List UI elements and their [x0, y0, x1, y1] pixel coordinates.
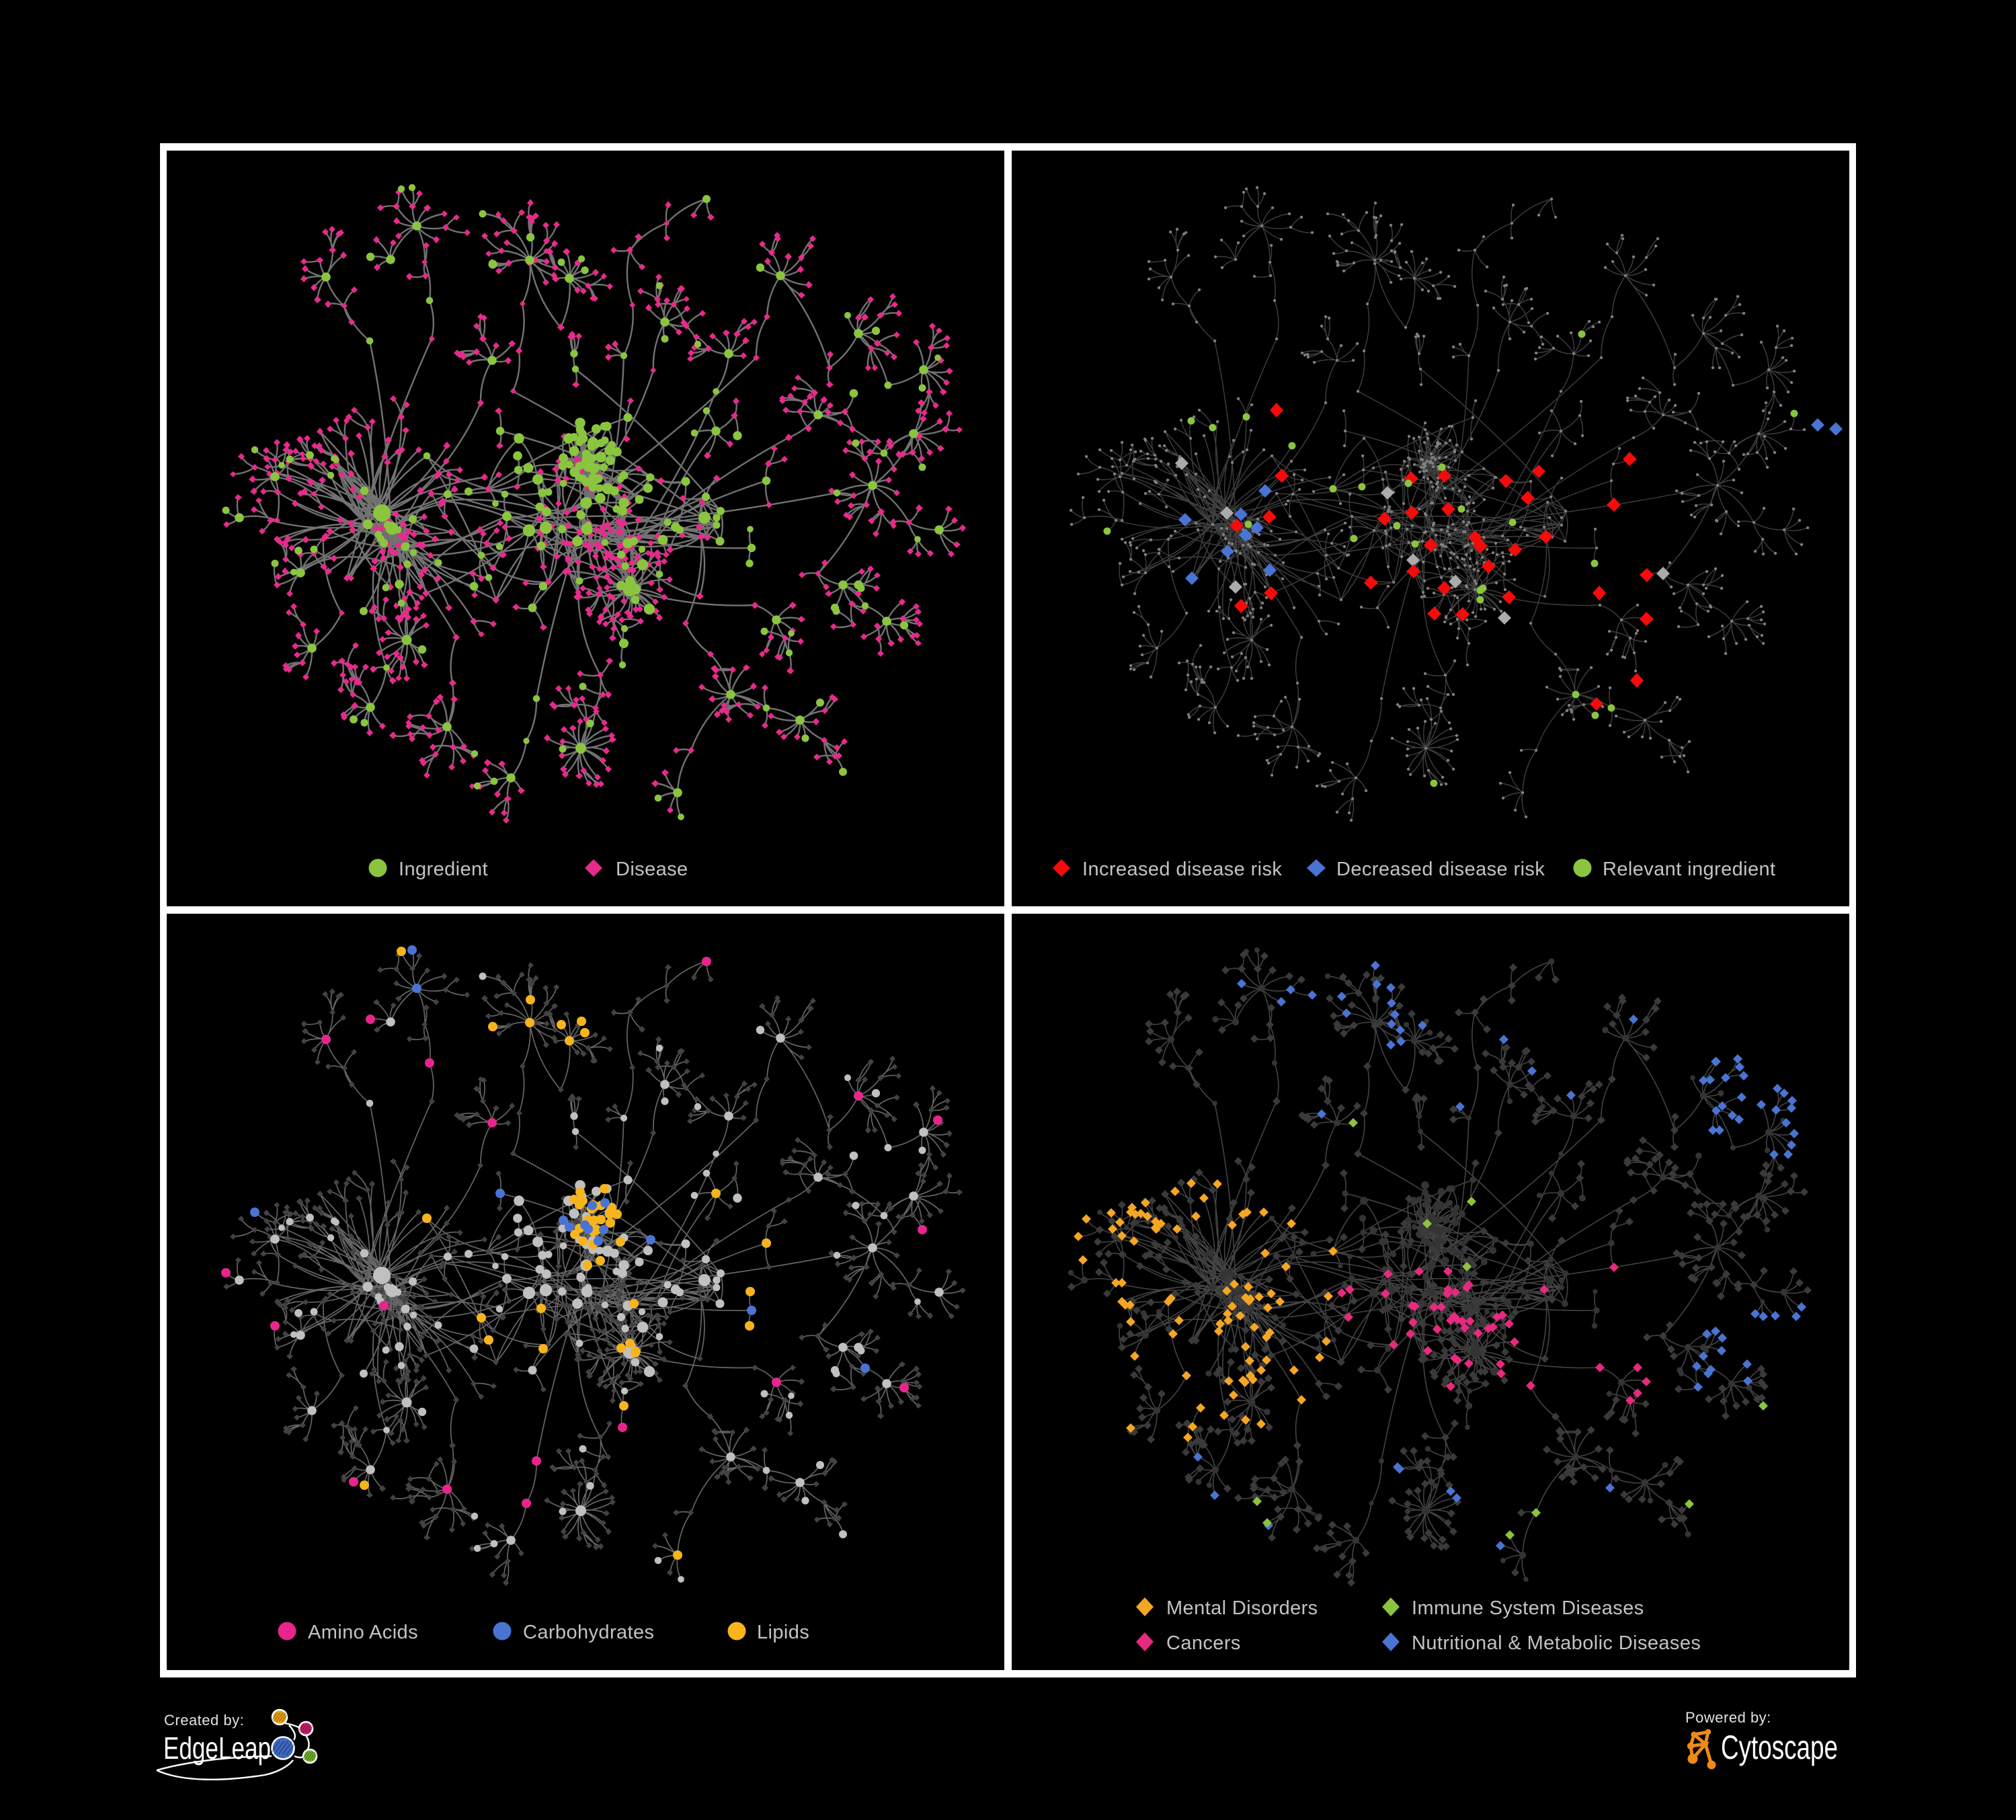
svg-text:Carbohydrates: Carbohydrates [523, 1622, 654, 1643]
svg-text:Cancers: Cancers [1166, 1632, 1241, 1654]
svg-text:Created by:: Created by: [164, 1712, 244, 1729]
svg-text:Disease: Disease [616, 859, 688, 880]
svg-text:Relevant ingredient: Relevant ingredient [1603, 859, 1775, 880]
svg-text:EdgeLeap: EdgeLeap [163, 1731, 271, 1766]
svg-text:Cytoscape: Cytoscape [1721, 1729, 1838, 1766]
svg-text:Mental Disorders: Mental Disorders [1166, 1597, 1318, 1619]
svg-text:Increased disease risk: Increased disease risk [1082, 859, 1282, 880]
svg-text:Decreased disease risk: Decreased disease risk [1336, 859, 1545, 880]
svg-text:Powered by:: Powered by: [1685, 1709, 1771, 1726]
svg-text:Nutritional & Metabolic Diseas: Nutritional & Metabolic Diseases [1412, 1632, 1701, 1654]
svg-text:Lipids: Lipids [757, 1622, 809, 1643]
svg-text:Immune System Diseases: Immune System Diseases [1412, 1597, 1644, 1619]
svg-text:Ingredient: Ingredient [399, 859, 488, 880]
svg-text:Amino Acids: Amino Acids [308, 1622, 418, 1643]
